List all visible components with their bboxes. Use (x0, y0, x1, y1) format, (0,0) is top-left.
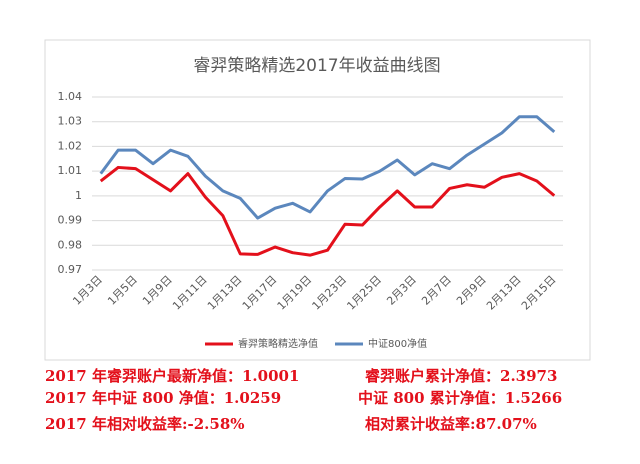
y-tick-label: 1.01 (58, 164, 83, 177)
legend-label: 中证800净值 (368, 337, 427, 350)
note: 2017 年睿羿账户最新净值：1.0001 (45, 367, 299, 385)
note: 睿羿账户累计净值：2.3973 (365, 367, 557, 385)
chart-title: 睿羿策略精选2017年收益曲线图 (193, 56, 440, 76)
y-tick-label: 1.02 (58, 139, 83, 152)
note: 中证 800 累计净值：1.5266 (358, 389, 562, 407)
y-tick-label: 0.98 (58, 238, 83, 251)
y-tick-label: 1.03 (58, 115, 83, 128)
y-tick-label: 0.99 (58, 214, 83, 227)
note: 相对累计收益率:87.07% (365, 415, 537, 433)
legend-label: 睿羿策略精选净值 (238, 337, 318, 350)
note: 2017 年相对收益率:-2.58% (45, 415, 245, 433)
line-series (99, 165, 556, 257)
chart-frame (44, 39, 591, 361)
y-tick-label: 1 (75, 189, 82, 202)
line-series (99, 115, 556, 220)
y-tick-label: 1.04 (58, 90, 83, 103)
y-tick-label: 0.97 (58, 263, 83, 276)
note: 2017 年中证 800 净值：1.0259 (45, 389, 281, 407)
